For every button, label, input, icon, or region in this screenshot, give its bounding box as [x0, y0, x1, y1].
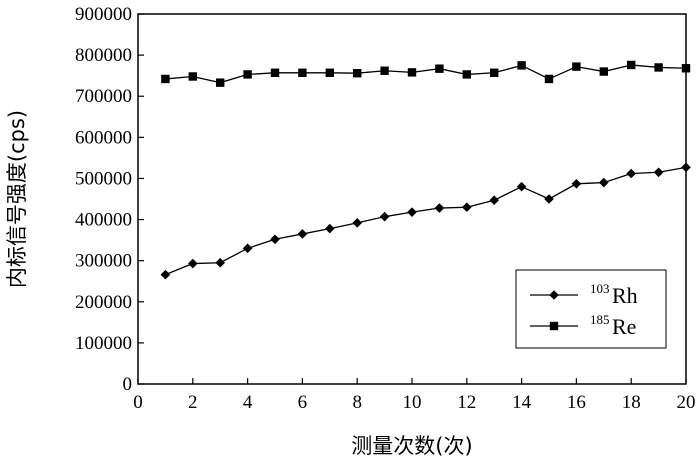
y-tick-label: 300000	[75, 251, 132, 272]
legend-label: Rh	[612, 283, 638, 308]
data-point-re	[572, 62, 581, 71]
data-point-rh	[407, 207, 417, 217]
data-point-rh	[599, 177, 609, 188]
y-tick-label: 600000	[75, 127, 132, 148]
data-point-re	[380, 66, 389, 75]
legend-box	[515, 269, 667, 349]
data-point-rh	[188, 258, 198, 269]
data-point-rh	[516, 181, 527, 192]
y-tick-label: 500000	[75, 168, 132, 189]
x-tick-label: 4	[243, 392, 253, 413]
data-point-re	[243, 70, 252, 79]
data-point-rh	[160, 269, 171, 280]
legend-marker	[549, 290, 559, 300]
data-point-rh	[297, 229, 308, 239]
data-point-rh	[325, 223, 335, 234]
data-point-rh	[653, 167, 664, 178]
data-point-rh	[544, 194, 554, 204]
x-tick-label: 2	[188, 392, 198, 413]
data-point-rh	[571, 178, 582, 189]
data-point-rh	[242, 243, 253, 254]
data-point-re	[654, 63, 663, 72]
series-line-re	[165, 64, 687, 84]
data-point-rh	[626, 168, 636, 179]
data-point-rh	[489, 195, 499, 206]
series-line-rh	[165, 166, 687, 276]
legend-label-superscript: 103	[590, 281, 610, 296]
data-point-re	[188, 72, 197, 81]
legend-label: Re	[612, 314, 636, 339]
series-layer	[160, 60, 691, 280]
data-point-re	[161, 74, 170, 84]
data-point-re	[216, 78, 225, 87]
x-tick-label: 6	[298, 392, 308, 413]
data-point-re	[627, 60, 636, 70]
x-axis-ticks: 0 2 4 6 8 10 12 14 16 18 20	[133, 378, 696, 413]
data-point-re	[325, 68, 334, 77]
y-tick-label: 800000	[75, 45, 132, 66]
data-point-rh	[434, 203, 445, 213]
y-axis-ticks: 0 100000 200000 300000 400000 500000 600000 700…	[75, 4, 144, 395]
x-tick-label: 12	[457, 392, 476, 413]
y-tick-label: 100000	[75, 333, 132, 354]
data-point-re	[270, 68, 280, 77]
data-point-re	[490, 68, 499, 77]
data-point-rh	[352, 218, 362, 228]
data-point-re	[298, 68, 307, 77]
data-point-rh	[379, 211, 390, 222]
data-point-re	[599, 67, 608, 76]
x-tick-label: 8	[352, 392, 362, 413]
y-tick-label: 900000	[75, 4, 132, 25]
legend-item-rh: 103 Rh	[530, 281, 638, 308]
y-tick-label: 0	[123, 374, 133, 395]
legend-label-superscript: 185	[590, 312, 610, 327]
x-axis-title: 测量次数(次)	[351, 434, 472, 458]
data-point-re	[517, 61, 526, 70]
legend-marker	[549, 321, 559, 331]
data-point-rh	[270, 234, 280, 245]
series-rh	[160, 162, 691, 280]
data-point-rh	[462, 202, 472, 213]
data-point-re	[462, 70, 471, 79]
x-tick-label: 0	[133, 392, 143, 413]
data-point-re	[435, 64, 444, 73]
legend-item-re: 185 Re	[530, 312, 636, 339]
plot-frame	[137, 13, 687, 385]
x-tick-label: 14	[512, 392, 532, 413]
series-re	[161, 60, 691, 87]
y-axis-title: 内标信号强度(cps)	[5, 110, 29, 288]
y-tick-label: 400000	[75, 210, 132, 231]
x-tick-label: 10	[403, 392, 422, 413]
data-point-re	[407, 68, 417, 77]
data-point-re	[544, 74, 554, 84]
data-point-rh	[215, 257, 225, 268]
x-tick-label: 20	[677, 392, 696, 413]
y-tick-label: 200000	[75, 292, 132, 313]
x-tick-label: 18	[622, 392, 641, 413]
y-tick-label: 700000	[75, 86, 132, 107]
data-point-re	[353, 69, 362, 78]
x-tick-label: 16	[567, 392, 586, 413]
